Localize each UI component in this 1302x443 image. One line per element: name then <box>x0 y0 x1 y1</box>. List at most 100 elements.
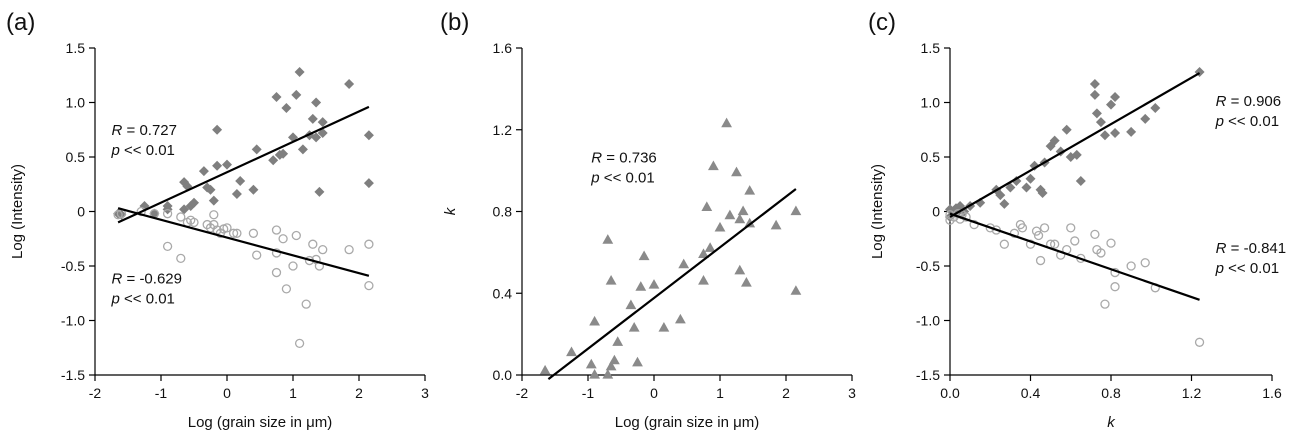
data-point-triangle <box>539 364 551 375</box>
x-tick-label: 0 <box>223 385 231 401</box>
data-point-triangle <box>648 279 660 289</box>
p-value-annotation: p << 0.01 <box>590 169 654 186</box>
x-axis-title: Log (grain size in μm) <box>188 414 333 431</box>
x-axis-title: Log (grain size in μm) <box>615 414 760 431</box>
data-point-circle <box>1031 226 1042 236</box>
x-tick-label: 1 <box>716 385 724 401</box>
data-point-diamond <box>278 148 289 159</box>
data-point-circle <box>248 228 259 238</box>
data-point-diamond <box>1005 182 1016 193</box>
y-tick-label: 0.4 <box>493 285 513 301</box>
p-value-annotation: p << 0.01 <box>111 290 175 307</box>
data-point-circle <box>209 210 219 220</box>
data-point-circle <box>1140 258 1150 268</box>
data-point-circle <box>1126 261 1136 271</box>
data-point-diamond <box>317 117 328 128</box>
data-point-circle <box>1100 299 1110 309</box>
x-tick-label: 0 <box>650 385 658 401</box>
data-point-diamond <box>291 89 302 100</box>
data-point-diamond <box>212 160 223 171</box>
r-value-annotation: R = -0.629 <box>112 270 182 287</box>
data-point-diamond <box>268 155 279 166</box>
data-point-circle <box>999 239 1009 249</box>
data-point-diamond <box>281 102 292 113</box>
data-point-diamond <box>205 184 216 195</box>
data-point-diamond <box>235 175 246 186</box>
y-tick-label: 0.5 <box>66 149 86 165</box>
y-axis-title: Log (Intensity) <box>9 164 26 259</box>
data-point-circle <box>1096 248 1106 258</box>
regression-line <box>117 207 370 277</box>
data-point-diamond <box>198 166 209 177</box>
x-tick-label: 0.4 <box>1021 385 1041 401</box>
data-point-triangle <box>701 201 713 212</box>
data-point-triangle <box>741 277 752 287</box>
x-tick-label: -1 <box>155 385 168 401</box>
y-tick-label: 1.0 <box>921 95 941 111</box>
r-value-annotation: R = 0.906 <box>1216 93 1281 110</box>
data-point-triangle <box>721 117 732 128</box>
data-point-diamond <box>248 184 259 195</box>
data-point-triangle <box>612 336 624 346</box>
x-tick-label: -2 <box>89 385 102 401</box>
data-point-triangle <box>605 360 617 371</box>
data-point-diamond <box>231 189 242 200</box>
data-point-triangle <box>658 321 670 332</box>
data-point-diamond <box>1095 117 1106 128</box>
data-point-circle <box>1009 228 1020 238</box>
data-point-circle <box>301 299 311 309</box>
data-point-circle <box>318 244 328 255</box>
data-point-circle <box>252 250 262 260</box>
r-value-annotation: R = 0.727 <box>112 122 177 139</box>
data-point-diamond <box>311 97 322 108</box>
x-tick-label: 2 <box>355 385 363 401</box>
data-point-triangle <box>714 221 726 232</box>
data-point-diamond <box>1140 113 1151 124</box>
data-point-circle <box>969 219 979 230</box>
data-point-diamond <box>307 113 318 124</box>
data-point-diamond <box>297 144 308 155</box>
data-point-circle <box>1017 223 1028 233</box>
y-tick-label: -0.5 <box>61 258 85 274</box>
x-tick-label: 2 <box>782 385 790 401</box>
panel-label: (a) <box>6 9 35 36</box>
data-point-circle <box>162 209 173 219</box>
data-point-circle <box>189 217 199 228</box>
data-point-diamond <box>1091 108 1102 119</box>
x-tick-label: 0.8 <box>1101 385 1121 401</box>
data-point-diamond <box>149 208 160 219</box>
panel-label: (c) <box>868 9 896 36</box>
regression-line <box>949 72 1201 218</box>
data-point-triangle <box>698 248 709 259</box>
data-point-triangle <box>724 209 736 220</box>
data-point-circle <box>271 267 282 278</box>
data-point-circle <box>294 338 305 349</box>
data-point-triangle <box>734 264 746 275</box>
data-point-triangle <box>790 285 802 295</box>
y-tick-label: 1.0 <box>66 95 86 111</box>
data-point-diamond <box>1110 128 1121 139</box>
data-point-diamond <box>1029 160 1040 171</box>
data-point-triangle <box>737 205 749 216</box>
data-point-diamond <box>1075 175 1086 186</box>
data-point-circle <box>1033 230 1044 241</box>
r-value-annotation: R = -0.841 <box>1216 240 1286 257</box>
data-point-circle <box>308 239 318 249</box>
y-tick-label: 1.6 <box>493 40 513 56</box>
data-point-diamond <box>189 197 199 208</box>
data-point-diamond <box>363 178 374 189</box>
x-tick-label: 3 <box>421 385 429 401</box>
data-point-diamond <box>999 198 1010 209</box>
data-point-triangle <box>625 299 637 310</box>
data-point-triangle <box>609 354 620 365</box>
y-tick-label: 0.5 <box>921 149 941 165</box>
regression-line <box>949 212 1200 301</box>
data-point-circle <box>1035 255 1046 266</box>
data-point-triangle <box>744 217 756 228</box>
panel-c: (c) 0.0 0.4 0.8 1.2 1.6 -1.5 -1.0 -0.5 0 0.5 1.0 1.5… <box>868 9 1286 431</box>
data-point-circle <box>222 223 232 233</box>
data-point-triangle <box>589 369 600 379</box>
data-point-diamond <box>311 132 322 143</box>
y-tick-label: 1.2 <box>493 122 513 138</box>
x-tick-label: 1.6 <box>1262 385 1282 401</box>
